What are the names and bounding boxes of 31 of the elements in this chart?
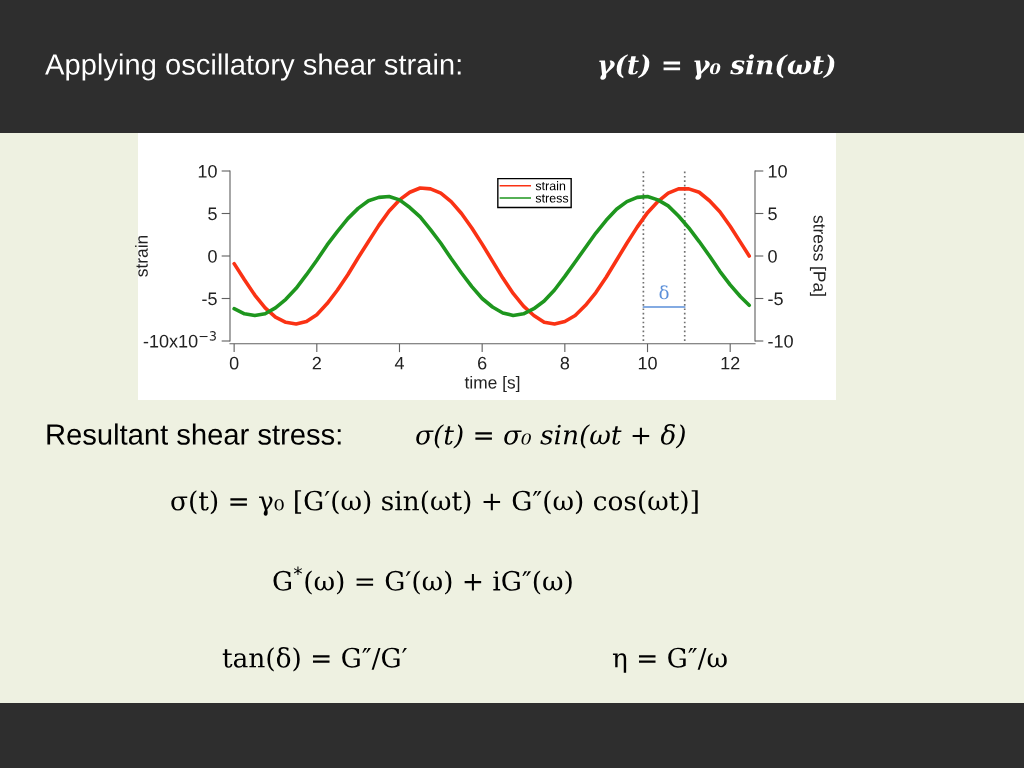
y-tick-label: 0 — [208, 249, 217, 263]
y-axis-title: strain — [135, 235, 148, 277]
y2-tick-label: 10 — [768, 164, 787, 178]
annotation: δ — [659, 285, 669, 300]
legend-label: stress — [535, 194, 569, 203]
y-tick-label: 10 — [198, 164, 217, 178]
x-tick-label: 10 — [638, 356, 657, 370]
text: Resultant shear stress: — [47, 423, 341, 445]
x-tick-label: 4 — [394, 356, 404, 370]
chart-title: Applying oscillatory shear strain: — [45, 53, 461, 81]
x-tick-label: 8 — [560, 356, 570, 370]
text: η = G″/ω — [612, 647, 727, 673]
y2-tick-label: -10 — [768, 334, 793, 348]
y2-tick-label: -5 — [768, 292, 783, 306]
text: -10x10$^{−3}$ — [143, 331, 216, 348]
legend-label: strain — [535, 181, 566, 191]
y2-axis-title: stress [Pa] — [809, 215, 827, 296]
y-tick-label: 5 — [208, 207, 217, 221]
text: G$^{*}$(ω) = G′(ω) + iG″(ω) — [273, 566, 572, 595]
x-tick-label: 0 — [229, 356, 239, 370]
text: γ(t) = γ₀ sin(ωt) — [599, 54, 835, 80]
y-tick-label: -5 — [202, 292, 217, 306]
y2-tick-label: 5 — [768, 207, 777, 221]
x-axis-title: time [s] — [464, 375, 520, 393]
x-tick-label: 6 — [478, 356, 487, 370]
text: σ(t) = σ₀ sin(ωt + δ) — [416, 424, 685, 449]
y2-tick-label: 0 — [768, 249, 777, 263]
text: σ(t) = γ₀ [G′(ω) sin(ωt) + G″(ω) cos(ωt)] — [171, 490, 698, 516]
x-tick-label: 12 — [721, 356, 740, 370]
text: tan(δ) = G″/G′ — [222, 647, 407, 672]
x-tick-label: 2 — [312, 356, 321, 370]
